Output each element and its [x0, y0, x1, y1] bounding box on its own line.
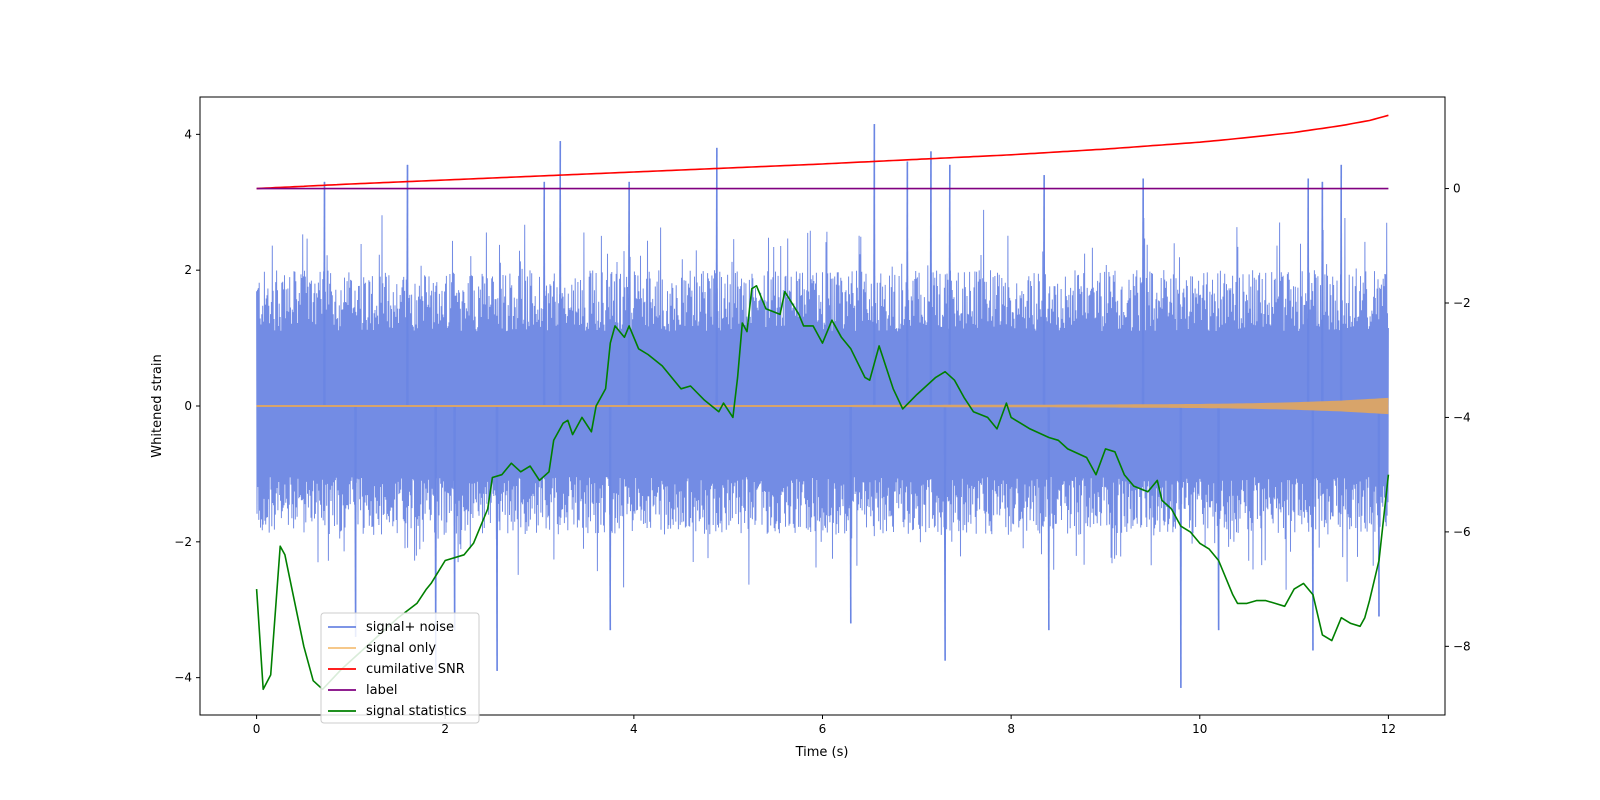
snr-line — [256, 114, 1389, 190]
signal-noise-series — [256, 124, 1389, 688]
legend-label: signal statistics — [366, 704, 467, 719]
noise-trough-edge — [1378, 405, 1381, 617]
x-tick-label: 0 — [253, 722, 261, 736]
noise-peak-edge — [1321, 181, 1324, 407]
y-axis-label: Whitened strain — [150, 354, 165, 457]
legend-box — [320, 612, 480, 724]
y-tick-label: 4 — [184, 127, 192, 141]
signal-statistics-series — [255, 285, 1390, 691]
cumulative-snr-series — [256, 114, 1389, 190]
noise-trough-edge — [1048, 405, 1051, 631]
noise-trough-edge — [1218, 405, 1220, 631]
y-tick-label: −2 — [174, 535, 192, 549]
noise-peak-edge — [406, 164, 409, 407]
noise-trough-edge — [355, 405, 357, 637]
x-tick-label: 6 — [819, 722, 827, 736]
y2-tick-label: −8 — [1453, 639, 1471, 653]
noise-trough-edge — [1312, 405, 1315, 651]
y-tick-label: −4 — [174, 671, 192, 685]
noise-peak-edge — [1142, 178, 1145, 407]
x-axis: 0 2 4 6 8 10 12 — [253, 715, 1396, 736]
legend-label: signal only — [366, 641, 436, 656]
x-tick-label: 2 — [441, 722, 449, 736]
noise-peak-edge — [949, 164, 952, 407]
noise-trough-edge — [454, 405, 456, 631]
y2-tick-label: −2 — [1453, 296, 1471, 310]
y-tick-label: 2 — [184, 263, 192, 277]
x-axis-label: Time (s) — [795, 745, 849, 760]
signal-noise-line — [256, 209, 1389, 590]
stats-line — [255, 285, 1390, 691]
noise-peak-edge — [628, 181, 631, 407]
legend-label: label — [366, 683, 397, 698]
plot-area — [255, 114, 1390, 691]
noise-trough-edge — [609, 405, 612, 631]
noise-trough-edge — [944, 405, 947, 661]
x-tick-label: 4 — [630, 722, 638, 736]
y2-tick-label: −4 — [1453, 410, 1471, 424]
noise-peak-edge — [1307, 178, 1310, 407]
noise-peak-edge — [1340, 164, 1343, 407]
x-tick-label: 8 — [1007, 722, 1015, 736]
legend-label: cumilative SNR — [366, 662, 465, 677]
signal-only-series — [256, 397, 1389, 415]
y-tick-label: 0 — [184, 399, 192, 413]
noise-trough-edge — [496, 405, 499, 671]
noise-peak-edge — [323, 181, 326, 407]
x-tick-label: 10 — [1192, 722, 1207, 736]
y-axis-right: −8 −6 −4 −2 0 — [1445, 182, 1471, 653]
y-axis-left: −4 −2 0 2 4 — [174, 127, 200, 685]
noise-peak-edge — [543, 181, 546, 407]
noise-peak-edge — [906, 161, 909, 407]
noise-peak-edge — [559, 141, 562, 407]
noise-peak-edge — [1043, 175, 1046, 407]
legend-label: signal+ noise — [366, 620, 454, 635]
x-tick-label: 12 — [1381, 722, 1396, 736]
noise-peak-edge — [930, 151, 933, 407]
noise-trough-edge — [850, 405, 852, 624]
y2-tick-label: −6 — [1453, 525, 1471, 539]
noise-trough-edge — [1180, 405, 1183, 688]
y2-tick-label: 0 — [1453, 182, 1461, 196]
legend: signal+ noise signal only cumilative SNR la… — [320, 612, 480, 724]
noise-peak-edge — [716, 147, 719, 407]
